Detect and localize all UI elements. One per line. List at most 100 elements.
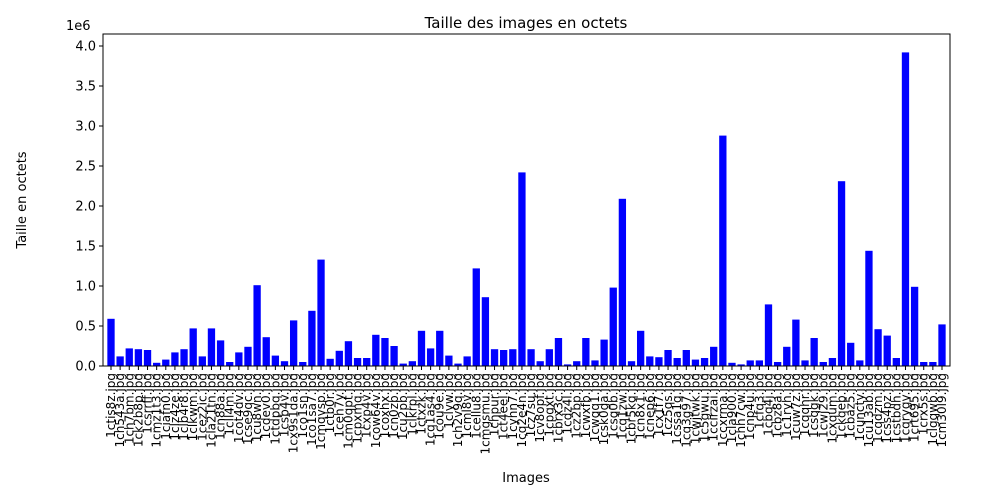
x-tick-label: 1csq0b.jpg [606,373,620,439]
bar [636,330,645,366]
plot-frame [102,33,951,367]
bar [810,338,818,366]
bar [289,320,298,366]
x-tick-label: 1cow64v.jpg [369,373,383,448]
bar [819,362,827,366]
bar [527,349,535,366]
bar [563,364,572,366]
x-tick-label: 1cx1f7.jpg [652,373,666,436]
bar [773,362,782,366]
x-tick-label: 1cla900.jpg [725,373,739,443]
bar [490,349,499,366]
x-tick-label: 1crx5s.jpg [917,373,931,435]
bar [436,330,444,366]
bar [308,310,316,366]
bar [399,363,407,366]
bar [837,181,846,366]
y-tick-label: 1.0 [75,280,96,295]
bar [244,346,252,366]
bar [536,361,544,366]
bar [856,360,864,366]
x-tick-label: 1cn0zb.jpg [387,373,401,439]
bar [162,359,170,366]
bar [801,360,809,366]
bar [372,334,380,366]
x-tick-label: 1clkrpl.jpg [405,373,419,436]
x-tick-label: 1cz5qs.jpg [661,373,675,437]
bar [299,362,307,366]
x-tick-label: 1cz2bp.jpg [570,373,584,439]
bar [280,361,289,366]
x-tick-label: 1cqdzm.jpg [871,373,885,443]
x-tick-label: 1coxhx.jpg [378,373,392,438]
bar [381,338,389,366]
bar [335,350,343,366]
x-tick-label: 1cuw7z.jpg [789,373,803,441]
y-tick-label: 2.5 [75,160,96,175]
x-tick-label: 1cpxmq.jpg [351,373,365,444]
y-offset-label: 1e6 [66,19,91,34]
bar [107,318,115,366]
bar [710,346,718,366]
chart-title: Taille des images en octets [424,14,628,32]
x-tick-label: 1cq2e4n.jpg [515,373,529,448]
bar [746,360,754,366]
x-tick-label: 1ctis8z.jpg [104,373,118,438]
x-tick-label: 1cstbdh.jpg [889,373,903,443]
bar [901,52,910,367]
x-tick-label: 1clb4r8.jpg [177,373,191,441]
x-tick-label: 1cu2pb.jpg [396,373,410,440]
bar [198,356,206,366]
bar [847,342,855,366]
bar [719,135,727,366]
bar [408,361,417,366]
bar [463,356,471,366]
x-tick-label: 1cdev0.jpg [259,373,273,439]
x-tick-label: 1cm0qpt.jpg [341,373,355,449]
bar [929,362,937,366]
bar [518,172,526,366]
x-tick-label: 1cla21tn.jpg [204,373,218,448]
bar [783,346,791,366]
x-tick-label: 1cml8v.jpg [460,373,474,438]
bar [509,349,517,366]
y-tick-label: 0.0 [75,360,96,375]
x-tick-label: 1ck2b8p.jpg [131,373,145,447]
y-tick-label: 0.5 [75,320,96,335]
bar [143,350,152,366]
bar [691,359,700,366]
x-axis-label: Images [502,471,550,486]
x-tick-label: 1cbr5kq.jpg [625,373,639,444]
bar [253,285,261,366]
bar [673,358,681,366]
bar [883,335,891,366]
bar [116,356,124,366]
x-tick-label: 1csk0ga.jpg [597,373,611,445]
x-tick-label: 1cnp4u.jpg [743,373,757,440]
bar [700,358,709,366]
x-tick-label: 1cx9s1da.jpg [287,373,301,453]
bar [582,338,590,366]
x-tick-label: 1clz4ze.jpg [168,373,182,441]
y-axis-label: Taille en octets [15,151,30,249]
x-tick-label: 1cbrx3c.jpg [551,373,565,443]
x-tick-label: 1cu8wn.jpg [250,373,264,442]
x-tick-label: 1cou9e.jpg [433,373,447,440]
bar [426,348,435,366]
x-tick-label: 1cwxfb.jpg [579,373,593,438]
bar [573,361,581,366]
bar [892,358,900,366]
bar [874,329,882,366]
bar [171,352,179,366]
bar [481,297,490,366]
bar [207,328,216,366]
x-tick-label: 1ch2v9q.jpg [451,373,465,447]
bar [728,362,736,366]
bar [189,328,197,366]
x-tick-label: 1cmgsmu.jpg [478,373,492,454]
x-tick-label: 1cyhn7.jpg [506,373,520,440]
x-tick-label: 1cssa1q.jpg [670,373,684,445]
x-tick-label: 1css4pz.jpg [880,373,894,444]
x-tick-label: 1chpur.jpg [488,373,502,436]
x-tick-label: 1cbq4j.jpg [761,373,775,436]
